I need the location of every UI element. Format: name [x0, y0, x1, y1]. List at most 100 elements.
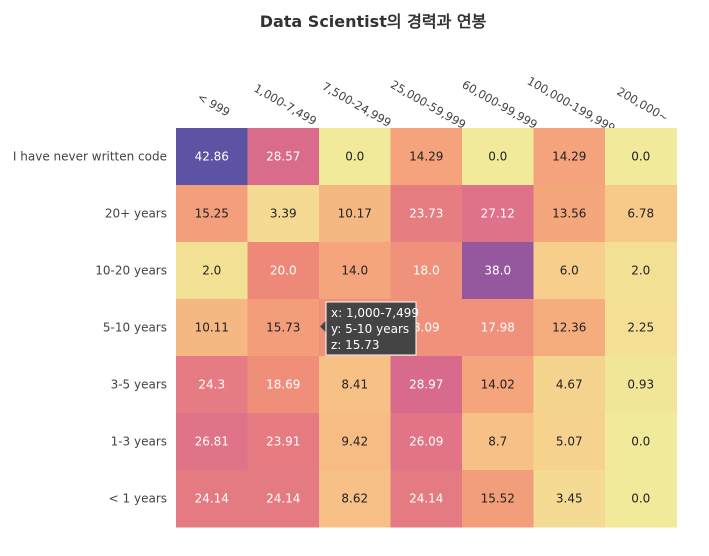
y-tick-label: 3-5 years: [111, 378, 167, 392]
heatmap-cell[interactable]: [176, 470, 248, 528]
y-tick-label: I have never written code: [13, 150, 167, 164]
heatmap-cell[interactable]: [247, 185, 320, 243]
heatmap-cell[interactable]: [319, 356, 391, 414]
heatmap-cell[interactable]: [533, 242, 606, 300]
heatmap-cell[interactable]: [390, 413, 463, 471]
cell-value-label: 12.36: [552, 321, 586, 335]
cell-value-label: 26.81: [195, 435, 229, 449]
heatmap-cell[interactable]: [462, 128, 534, 186]
x-tick-label: < 999: [195, 90, 233, 120]
heatmap-cell[interactable]: [390, 128, 463, 186]
cell-value-label: 0.0: [345, 150, 364, 164]
y-tick-label: 20+ years: [105, 207, 167, 221]
tooltip-line: z: 15.73: [331, 338, 380, 352]
cell-value-label: 10.17: [338, 207, 372, 221]
y-axis-ticks: I have never written code 20+ years 10-20 …: [13, 150, 167, 506]
tooltip-line: x: 1,000-7,499: [331, 306, 419, 320]
cell-value-label: 23.91: [266, 435, 300, 449]
y-tick-label: < 1 years: [109, 492, 167, 506]
cell-value-label: 24.14: [409, 492, 443, 506]
heatmap-cell[interactable]: [605, 185, 677, 243]
heatmap-cell[interactable]: [390, 242, 463, 300]
cell-value-label: 10.11: [195, 321, 229, 335]
heatmap-cell[interactable]: [247, 470, 320, 528]
heatmap-cell[interactable]: [176, 185, 248, 243]
heatmap-cell[interactable]: [462, 299, 534, 357]
tooltip-pointer: [320, 320, 326, 333]
heatmap-cell[interactable]: [605, 356, 677, 414]
x-tick-label: 7,500-24,999: [320, 79, 394, 130]
heatmap-cell[interactable]: [533, 185, 606, 243]
cell-value-label: 24.14: [195, 492, 229, 506]
y-tick-label: 1-3 years: [111, 435, 167, 449]
cell-value-label: 14.29: [409, 150, 443, 164]
cell-value-label: 8.7: [488, 435, 507, 449]
heatmap-cell[interactable]: [605, 299, 677, 357]
heatmap-cell[interactable]: [247, 299, 320, 357]
heatmap-cell[interactable]: [390, 185, 463, 243]
cell-value-label: 26.09: [409, 435, 443, 449]
cell-value-label: 0.0: [631, 435, 650, 449]
heatmap-cell[interactable]: [462, 242, 534, 300]
cell-value-label: 8.62: [341, 492, 368, 506]
x-tick-label: 1,000-7,499: [251, 81, 319, 128]
heatmap-cell[interactable]: [533, 299, 606, 357]
heatmap-cell[interactable]: [533, 470, 606, 528]
heatmap-cell[interactable]: [390, 356, 463, 414]
heatmap-cell[interactable]: [319, 413, 391, 471]
hover-tooltip: x: 1,000-7,499 y: 5-10 years z: 15.73: [320, 301, 419, 356]
heatmap-cell[interactable]: [605, 413, 677, 471]
cell-value-label: 6.0: [560, 264, 579, 278]
cell-value-label: 3.45: [556, 492, 583, 506]
heatmap-cell[interactable]: [533, 128, 606, 186]
x-tick-label: 25,000-59,999: [388, 77, 468, 131]
heatmap-cell[interactable]: [533, 356, 606, 414]
cell-value-label: 27.12: [481, 207, 515, 221]
cell-value-label: 3.39: [270, 207, 297, 221]
heatmap-cell[interactable]: [605, 128, 677, 186]
chart-title: Data Scientist의 경력과 연봉: [260, 12, 487, 31]
cell-value-label: 18.69: [266, 378, 300, 392]
heatmap-cell[interactable]: [605, 242, 677, 300]
heatmap-cell[interactable]: [247, 242, 320, 300]
cell-value-label: 42.86: [195, 150, 229, 164]
cell-value-label: 8.09: [413, 321, 440, 335]
cell-value-label: 14.02: [481, 378, 515, 392]
cell-value-label: 9.42: [341, 435, 368, 449]
heatmap-cell[interactable]: [319, 242, 391, 300]
heatmap-cell[interactable]: [462, 470, 534, 528]
y-tick-label: 5-10 years: [103, 321, 167, 335]
heatmap-cell[interactable]: [319, 470, 391, 528]
heatmap-cell[interactable]: [319, 128, 391, 186]
heatmap-cell[interactable]: [247, 356, 320, 414]
heatmap-cell[interactable]: [533, 413, 606, 471]
tooltip-box: [325, 301, 417, 356]
heatmap-cell[interactable]: [176, 356, 248, 414]
heatmap-cell[interactable]: [176, 242, 248, 300]
cell-value-label: 6.78: [627, 207, 654, 221]
cell-value-label: 15.73: [266, 321, 300, 335]
cell-value-label: 28.57: [266, 150, 300, 164]
cell-value-label: 0.0: [631, 492, 650, 506]
heatmap-cell[interactable]: [247, 413, 320, 471]
heatmap-cell[interactable]: [390, 470, 463, 528]
heatmap-cell[interactable]: [462, 185, 534, 243]
cell-value-label: 17.98: [481, 321, 515, 335]
y-tick-label: 10-20 years: [95, 264, 167, 278]
heatmap-cell[interactable]: [176, 128, 248, 186]
x-tick-label: 100,000-199,999: [525, 74, 618, 136]
heatmap-cell[interactable]: [605, 470, 677, 528]
heatmap-cell[interactable]: [462, 413, 534, 471]
heatmap-cell[interactable]: [176, 299, 248, 357]
cell-value-label: 24.3: [198, 378, 225, 392]
cell-value-label: 0.0: [488, 150, 507, 164]
heatmap-cell[interactable]: [247, 128, 320, 186]
heatmap-cell[interactable]: [176, 413, 248, 471]
cell-value-label: 14.29: [552, 150, 586, 164]
cell-value-label: 23.73: [409, 207, 443, 221]
heatmap-cell[interactable]: [462, 356, 534, 414]
heatmap-cell[interactable]: [319, 185, 391, 243]
heatmap-cells: 42.86 28.57 0.0 14.29 0.0 14.29 0.0 15.25 3.39 10…: [176, 128, 677, 528]
